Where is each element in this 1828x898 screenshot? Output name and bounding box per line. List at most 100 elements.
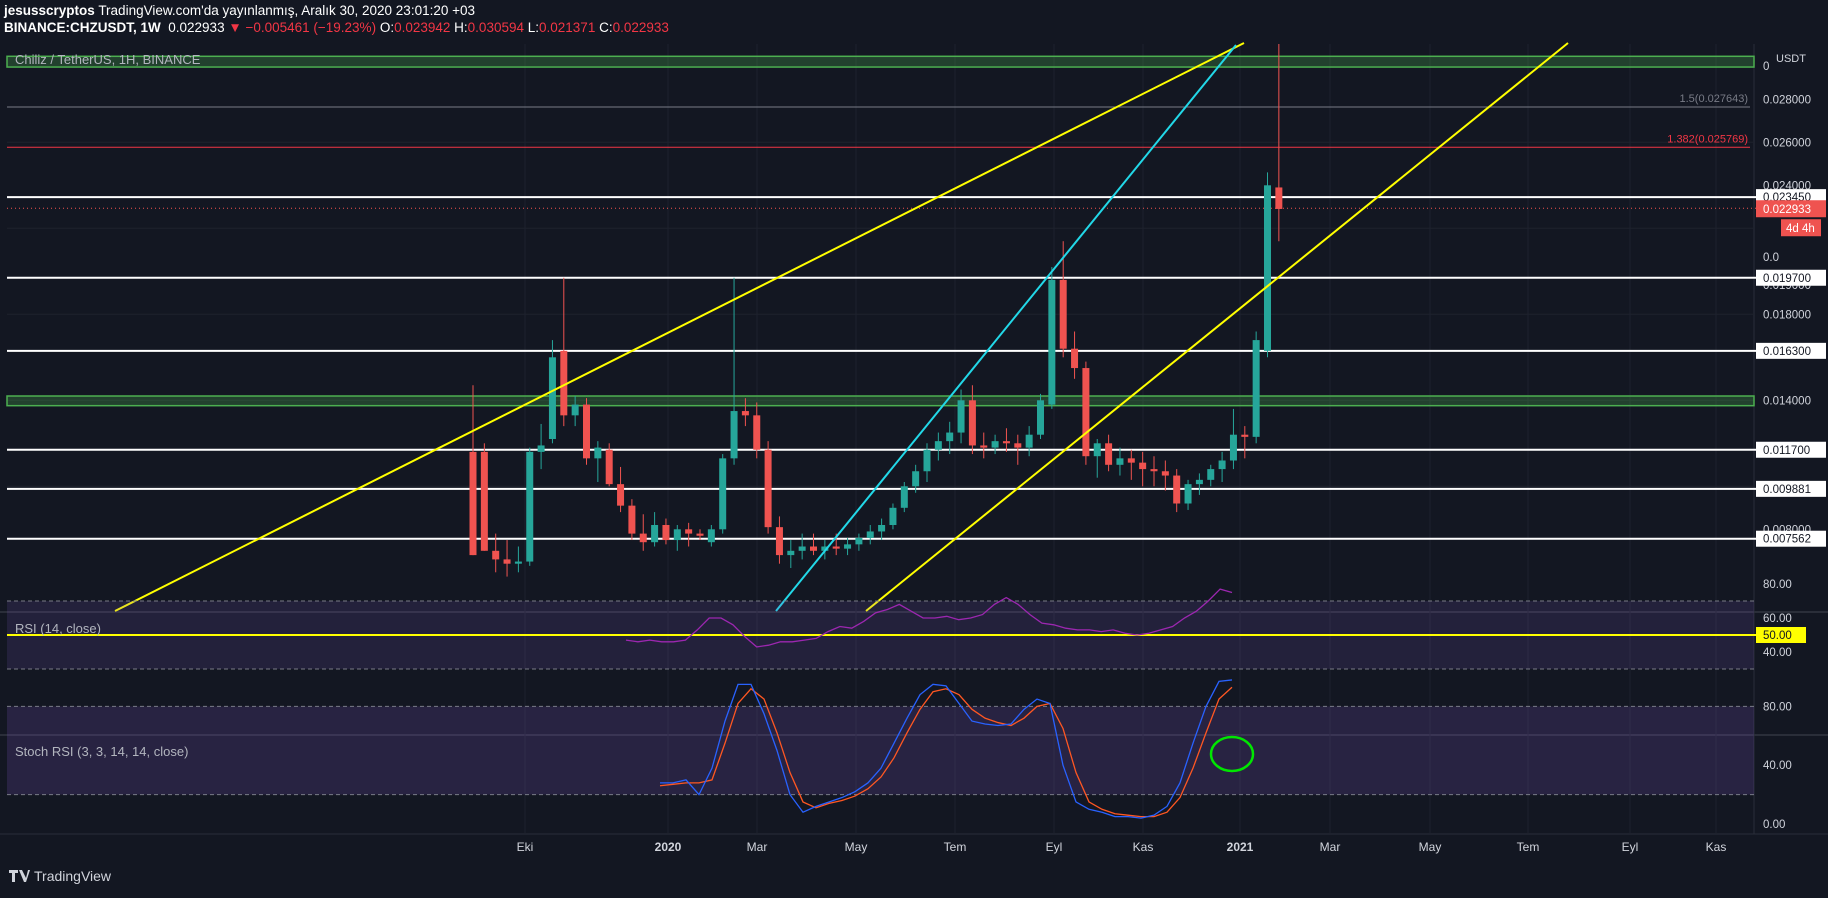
author-name[interactable]: jesusscryptos: [4, 3, 95, 18]
candle-body: [662, 525, 670, 541]
candle-body: [639, 533, 647, 543]
time-tick: 2021: [1227, 840, 1254, 854]
symbol-label: BINANCE:CHZUSDT, 1W: [4, 20, 161, 35]
price-tick-partial: 0.0: [1763, 252, 1779, 264]
rsi-level-badge: [1756, 627, 1806, 643]
candle-body: [730, 411, 738, 459]
candle-body: [980, 445, 988, 448]
currency-label: USDT: [1776, 53, 1806, 65]
candle-body: [1082, 368, 1090, 457]
rsi-level-badge-text: 50.00: [1763, 630, 1792, 642]
candle-body: [946, 432, 954, 442]
time-tick: Mar: [747, 840, 768, 854]
candle-body: [1252, 340, 1260, 437]
time-tick: May: [845, 840, 868, 854]
price-tick: 0.018000: [1763, 309, 1811, 321]
highlight-circle: [1209, 735, 1255, 773]
candle-body: [628, 505, 636, 534]
candle-body: [571, 404, 579, 416]
candle-body: [934, 441, 942, 450]
fib-label: 1.5(0.027643): [1680, 93, 1749, 105]
close-label: C:: [599, 20, 613, 35]
candle-body: [480, 451, 488, 551]
last-price-badge: [1756, 200, 1826, 218]
high-label: H:: [454, 20, 468, 35]
tradingview-watermark[interactable]: TradingView: [8, 868, 111, 884]
time-tick: Eyl: [1622, 840, 1639, 854]
candle-body: [741, 411, 749, 416]
candles: [469, 44, 1283, 577]
stoch-band: [7, 706, 1754, 795]
candle-body: [844, 544, 852, 549]
candle-body: [617, 484, 625, 506]
candle-body: [1229, 434, 1237, 461]
price-tick-partial: 0: [1763, 61, 1769, 73]
open-value: 0.023942: [394, 20, 451, 35]
trend-line: [775, 44, 1237, 612]
candle-body: [1173, 475, 1181, 504]
candle-body: [957, 400, 965, 433]
publish-header: jesusscryptos TradingView.com'da yayınla…: [4, 3, 475, 18]
candle-body: [1184, 484, 1192, 504]
price-axis: USDT0.0280000.0260000.0240000.0180000.01…: [1756, 53, 1826, 831]
candle-body: [583, 404, 590, 459]
candle-body: [696, 533, 704, 536]
time-tick: Eki: [517, 840, 534, 854]
level-badge-text: 0.011700: [1763, 445, 1810, 457]
stoch-label: Stoch RSI (3, 3, 14, 14, close): [15, 744, 189, 759]
time-tick: May: [1419, 840, 1442, 854]
candle-body: [1002, 441, 1010, 444]
candle-body: [503, 559, 511, 564]
green-zones: [6, 55, 1755, 407]
last-price: 0.022933: [168, 20, 225, 35]
candle-body: [673, 529, 681, 541]
stoch-tick: 40.00: [1763, 760, 1792, 772]
stoch-tick: 80.00: [1763, 701, 1792, 713]
candle-body: [548, 357, 556, 439]
candle-body: [1037, 400, 1044, 435]
candle-body: [1150, 469, 1158, 472]
candle-body: [1059, 279, 1067, 349]
close-value: 0.022933: [612, 20, 669, 35]
level-badge: [1756, 269, 1826, 286]
candle-body: [605, 449, 613, 485]
candle-body: [560, 350, 568, 416]
candle-body: [537, 445, 545, 452]
high-value: 0.030594: [467, 20, 524, 35]
fib-label: 1.382(0.025769): [1667, 133, 1748, 145]
countdown-badge-text: 4d 4h: [1786, 223, 1815, 235]
candle-body: [594, 447, 602, 459]
pane-title: Chiliz / TetherUS, 1H, BINANCE: [15, 52, 201, 67]
level-badge-text: 0.007562: [1763, 534, 1811, 546]
candle-body: [1048, 279, 1056, 405]
candle-body: [1025, 434, 1033, 448]
low-value: 0.021371: [539, 20, 596, 35]
candle-body: [810, 546, 817, 551]
candle-body: [798, 546, 806, 551]
candle-body: [968, 400, 976, 446]
candle-body: [764, 449, 772, 528]
time-tick: Tem: [944, 840, 967, 854]
rsi-line: [625, 588, 1233, 648]
candle-body: [1139, 462, 1147, 470]
candle-body: [719, 458, 727, 530]
candle-body: [1207, 469, 1215, 480]
candle-body: [1105, 443, 1113, 465]
candle-body: [1127, 458, 1135, 463]
countdown-badge: [1781, 219, 1821, 237]
last-price-badge-text: 0.022933: [1763, 204, 1811, 216]
level-badge-text: 0.019700: [1763, 273, 1811, 285]
candle-body: [912, 471, 920, 487]
candle-body: [821, 546, 829, 551]
open-label: O:: [379, 20, 395, 35]
level-badge: [1756, 342, 1826, 359]
time-tick: Kas: [1706, 840, 1727, 854]
candle-body: [787, 550, 795, 556]
level-badge: [1756, 480, 1826, 497]
candle-body: [492, 550, 500, 560]
watermark-text: TradingView: [34, 868, 112, 884]
candle-body: [1071, 348, 1079, 369]
stoch-d-line: [659, 686, 1233, 818]
